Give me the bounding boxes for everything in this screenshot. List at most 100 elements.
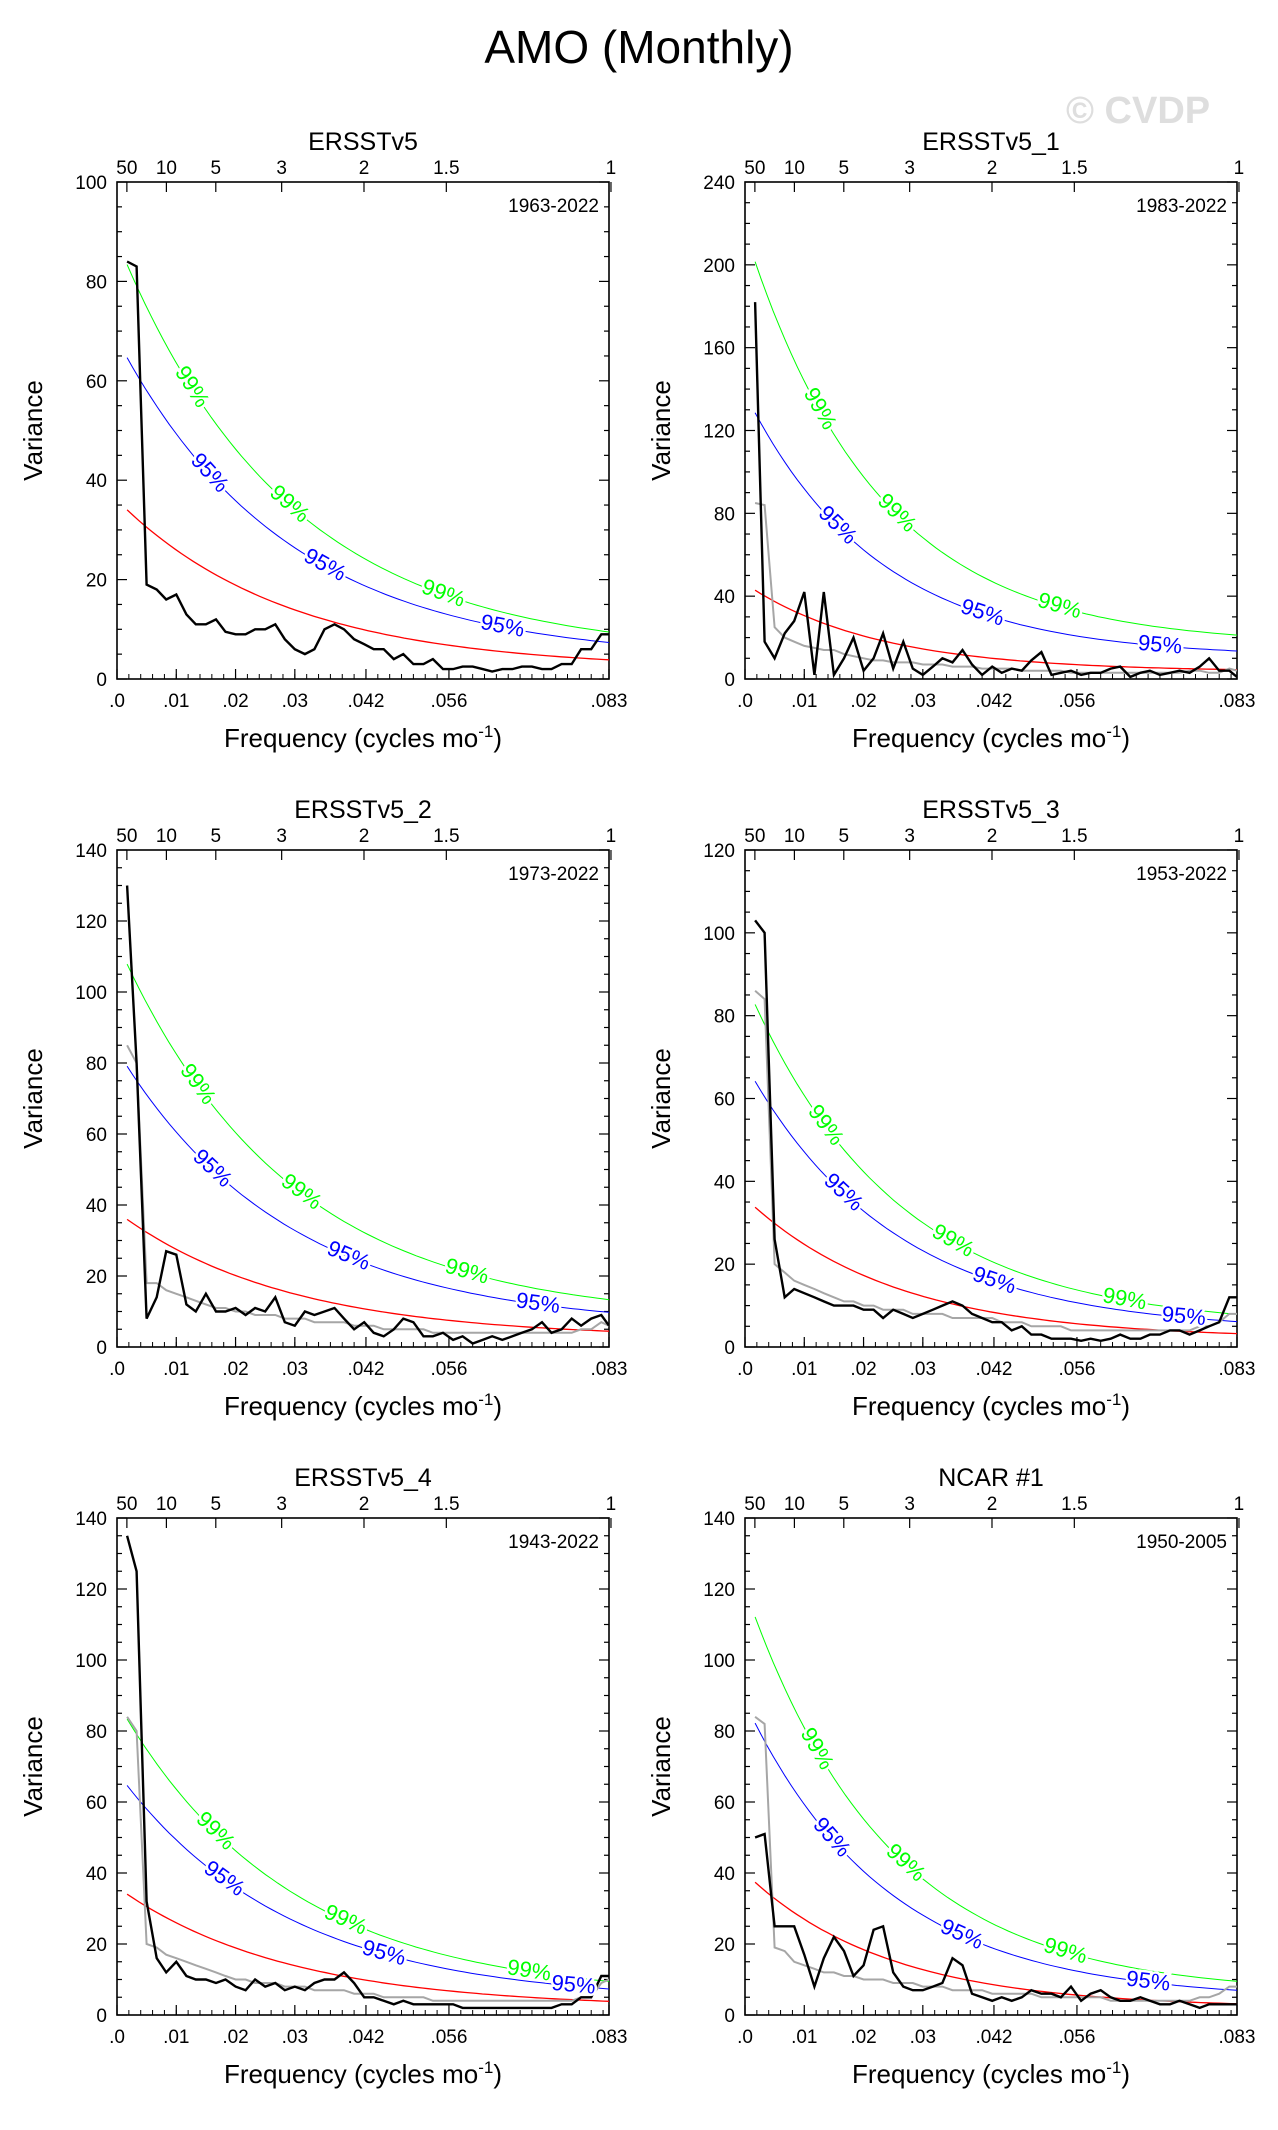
top-tick-label: 3 bbox=[276, 158, 287, 179]
y-tick-label: 20 bbox=[714, 1935, 735, 1956]
chart-panel-3: 0 20 40 60 80 100 120 140 .0 .01 .02 .03 .042 .056 .08… bbox=[18, 796, 627, 1421]
y-tick-label: 20 bbox=[86, 1935, 107, 1956]
y-tick-label: 20 bbox=[86, 571, 107, 592]
sig99-label: 99% bbox=[873, 488, 922, 537]
x-tick-label: .02 bbox=[850, 691, 876, 712]
sig99-curve bbox=[126, 264, 609, 633]
top-tick-label: 50 bbox=[744, 1494, 765, 1515]
sig95-label: 95% bbox=[814, 500, 863, 549]
chart-title: ERSSTv5_2 bbox=[294, 796, 432, 824]
chart-panel-6: 0 20 40 60 80 100 120 140 .0 .01 .02 .03 .042 .056 .08… bbox=[646, 1464, 1255, 2089]
red-noise-curve bbox=[126, 1218, 609, 1332]
y-tick-label: 80 bbox=[86, 1054, 107, 1075]
y-tick-label: 80 bbox=[714, 1007, 735, 1028]
reference-series bbox=[126, 1044, 609, 1334]
x-tick-label: .02 bbox=[222, 2027, 248, 2048]
y-tick-label: 120 bbox=[75, 912, 107, 933]
y-tick-label: 60 bbox=[714, 1793, 735, 1814]
sig99-label: 99% bbox=[506, 1954, 553, 1985]
y-axis-label: Variance bbox=[18, 1048, 48, 1149]
top-tick-label: 1.5 bbox=[433, 1494, 459, 1515]
y-tick-label: 160 bbox=[703, 339, 735, 360]
sig95-label: 95% bbox=[1161, 1301, 1207, 1330]
x-axis-label: Frequency (cycles mo-1) bbox=[852, 1390, 1130, 1421]
y-tick-label: 20 bbox=[86, 1267, 107, 1288]
chart-title: ERSSTv5_3 bbox=[922, 796, 1060, 824]
top-tick-label: 10 bbox=[784, 158, 805, 179]
x-axis-label-close: ) bbox=[1121, 2059, 1130, 2089]
top-tick-label: 5 bbox=[839, 158, 850, 179]
observed-series bbox=[753, 302, 1237, 679]
y-tick-label: 120 bbox=[75, 1580, 107, 1601]
chart-panel-4: 0 20 40 60 80 100 120 .0 .01 .02 .03 .042 .056 .083 50… bbox=[646, 796, 1255, 1421]
sig99-curve bbox=[126, 1718, 609, 1982]
reference-series bbox=[754, 990, 1237, 1332]
reference-series bbox=[126, 1716, 609, 2002]
top-tick-label: 2 bbox=[359, 158, 370, 179]
x-axis-label-sup: -1 bbox=[478, 722, 493, 741]
top-tick-label: 1 bbox=[1234, 1494, 1245, 1515]
x-tick-label: .0 bbox=[737, 2027, 753, 2048]
chart-panel-2: 0 40 80 120 160 200 240 .0 .01 .02 .03 .042 .056 .083… bbox=[646, 128, 1255, 753]
y-tick-label: 40 bbox=[86, 471, 107, 492]
top-tick-label: 3 bbox=[904, 1494, 915, 1515]
x-tick-label: .083 bbox=[1219, 691, 1256, 712]
y-tick-label: 0 bbox=[96, 1338, 107, 1359]
x-tick-label: .02 bbox=[222, 1359, 248, 1380]
y-tick-label: 40 bbox=[714, 587, 735, 608]
sig95-label: 95% bbox=[958, 593, 1008, 631]
x-tick-label: .083 bbox=[591, 1359, 628, 1380]
top-tick-label: 10 bbox=[156, 1494, 177, 1515]
x-axis-label-close: ) bbox=[1121, 1391, 1130, 1421]
x-axis-label: Frequency (cycles mo-1) bbox=[224, 1390, 502, 1421]
x-tick-label: .056 bbox=[430, 1359, 467, 1380]
x-axis-label-close: ) bbox=[1121, 723, 1130, 753]
sig99-label: 99% bbox=[277, 1168, 327, 1214]
x-axis-label-sup: -1 bbox=[1106, 1390, 1121, 1409]
x-axis-label: Frequency (cycles mo-1) bbox=[852, 722, 1130, 753]
top-tick-label: 50 bbox=[744, 158, 765, 179]
x-tick-label: .03 bbox=[910, 1359, 936, 1380]
x-tick-label: .083 bbox=[591, 691, 628, 712]
x-axis-label-sup: -1 bbox=[1106, 722, 1121, 741]
sig95-curve bbox=[126, 357, 609, 643]
y-tick-label: 240 bbox=[703, 173, 735, 194]
x-tick-label: .03 bbox=[910, 691, 936, 712]
top-tick-label: 10 bbox=[784, 1494, 805, 1515]
sig95-label: 95% bbox=[970, 1261, 1020, 1299]
sig99-curve bbox=[126, 963, 609, 1301]
red-noise-curve bbox=[126, 509, 609, 661]
x-tick-label: .03 bbox=[282, 1359, 308, 1380]
sig95-curve bbox=[754, 1081, 1237, 1323]
chart-panel-5: 0 20 40 60 80 100 120 140 .0 .01 .02 .03 .042 .056 .08… bbox=[18, 1464, 627, 2089]
y-tick-label: 140 bbox=[75, 841, 107, 862]
y-tick-label: 140 bbox=[703, 1509, 735, 1530]
top-tick-label: 1.5 bbox=[433, 158, 459, 179]
y-tick-label: 40 bbox=[86, 1864, 107, 1885]
year-range: 1973-2022 bbox=[508, 864, 599, 885]
x-tick-label: .083 bbox=[591, 2027, 628, 2048]
sig99-label: 99% bbox=[803, 1100, 849, 1150]
y-tick-label: 40 bbox=[86, 1196, 107, 1217]
y-tick-label: 40 bbox=[714, 1864, 735, 1885]
sig95-label: 95% bbox=[479, 609, 527, 642]
x-tick-label: .042 bbox=[975, 2027, 1012, 2048]
sig99-curve bbox=[754, 261, 1237, 636]
y-tick-label: 80 bbox=[86, 272, 107, 293]
sig95-label: 95% bbox=[1137, 630, 1183, 659]
reference-series bbox=[754, 1715, 1237, 2002]
red-noise-curve bbox=[754, 589, 1237, 671]
sig99-label: 99% bbox=[419, 574, 469, 612]
sig95-curve bbox=[126, 1065, 609, 1313]
x-tick-label: .042 bbox=[975, 1359, 1012, 1380]
x-tick-label: .0 bbox=[109, 1359, 125, 1380]
y-tick-label: 100 bbox=[75, 1651, 107, 1672]
page-title: AMO (Monthly) bbox=[484, 21, 794, 73]
top-tick-label: 1 bbox=[606, 158, 617, 179]
sig95-curve bbox=[126, 1785, 609, 1990]
y-tick-label: 80 bbox=[86, 1722, 107, 1743]
x-tick-label: .03 bbox=[910, 2027, 936, 2048]
x-tick-label: .01 bbox=[791, 691, 817, 712]
watermark: © CVDP bbox=[1066, 90, 1211, 132]
year-range: 1943-2022 bbox=[508, 1532, 599, 1553]
